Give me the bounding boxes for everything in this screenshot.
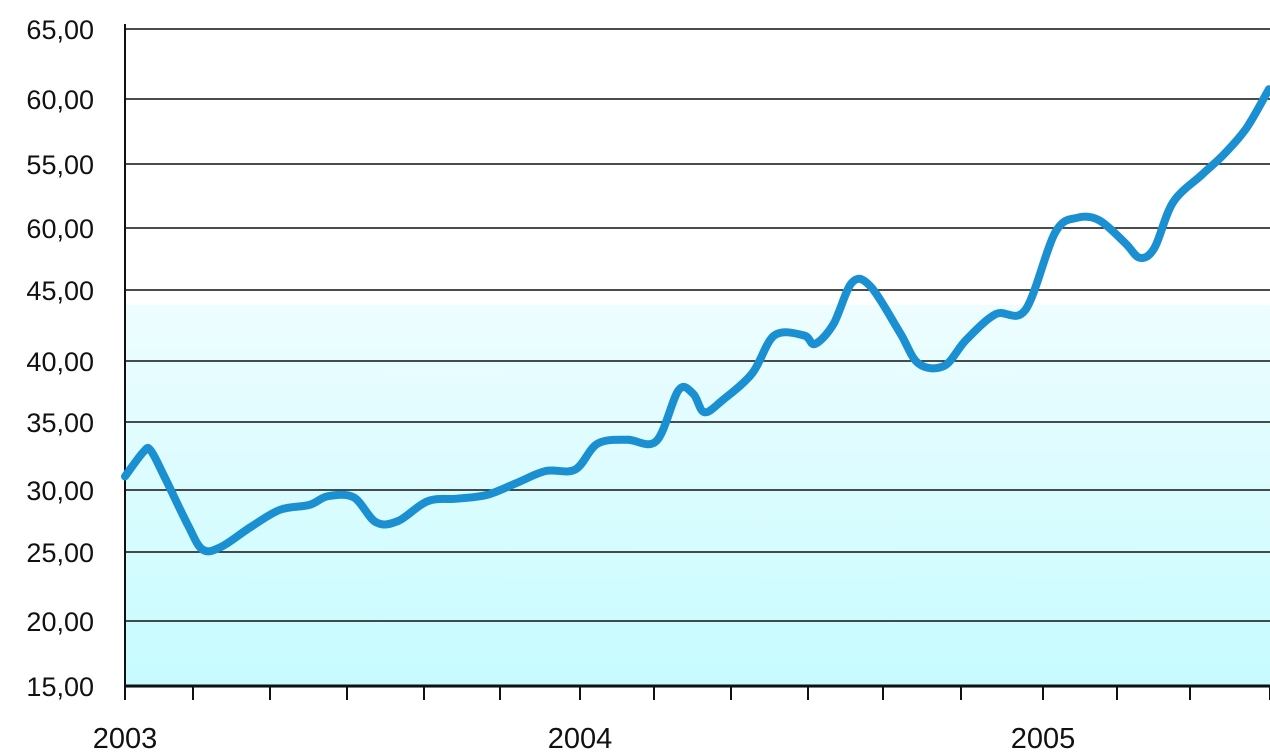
y-tick-label: 15,00 [26, 672, 94, 702]
gridlines [125, 28, 1270, 688]
series-layer [121, 85, 1270, 556]
x-tick-label: 2004 [548, 723, 613, 755]
plot-background-fill [125, 305, 1270, 688]
y-tick-label: 25,00 [26, 538, 94, 568]
y-tick-label: 65,00 [26, 15, 94, 45]
axes [124, 24, 1270, 700]
y-tick-label: 35,00 [26, 408, 94, 438]
y-tick-label: 45,00 [26, 276, 94, 306]
x-tick-label: 2003 [93, 723, 158, 755]
x-axis-tick-labels: 2003 2004 2005 [93, 723, 1076, 755]
plot-background [125, 305, 1270, 688]
y-axis-tick-labels: 15,00 20,00 25,00 30,00 35,00 40,00 45,00 60,00… [26, 15, 94, 702]
series-line [121, 85, 1270, 556]
y-tick-label: 30,00 [26, 476, 94, 506]
y-tick-label: 60,00 [26, 214, 94, 244]
y-tick-label: 60,00 [26, 85, 94, 115]
y-tick-label: 40,00 [26, 347, 94, 377]
x-tick-label: 2005 [1011, 723, 1076, 755]
y-tick-label: 20,00 [26, 607, 94, 637]
y-tick-label: 55,00 [26, 150, 94, 180]
